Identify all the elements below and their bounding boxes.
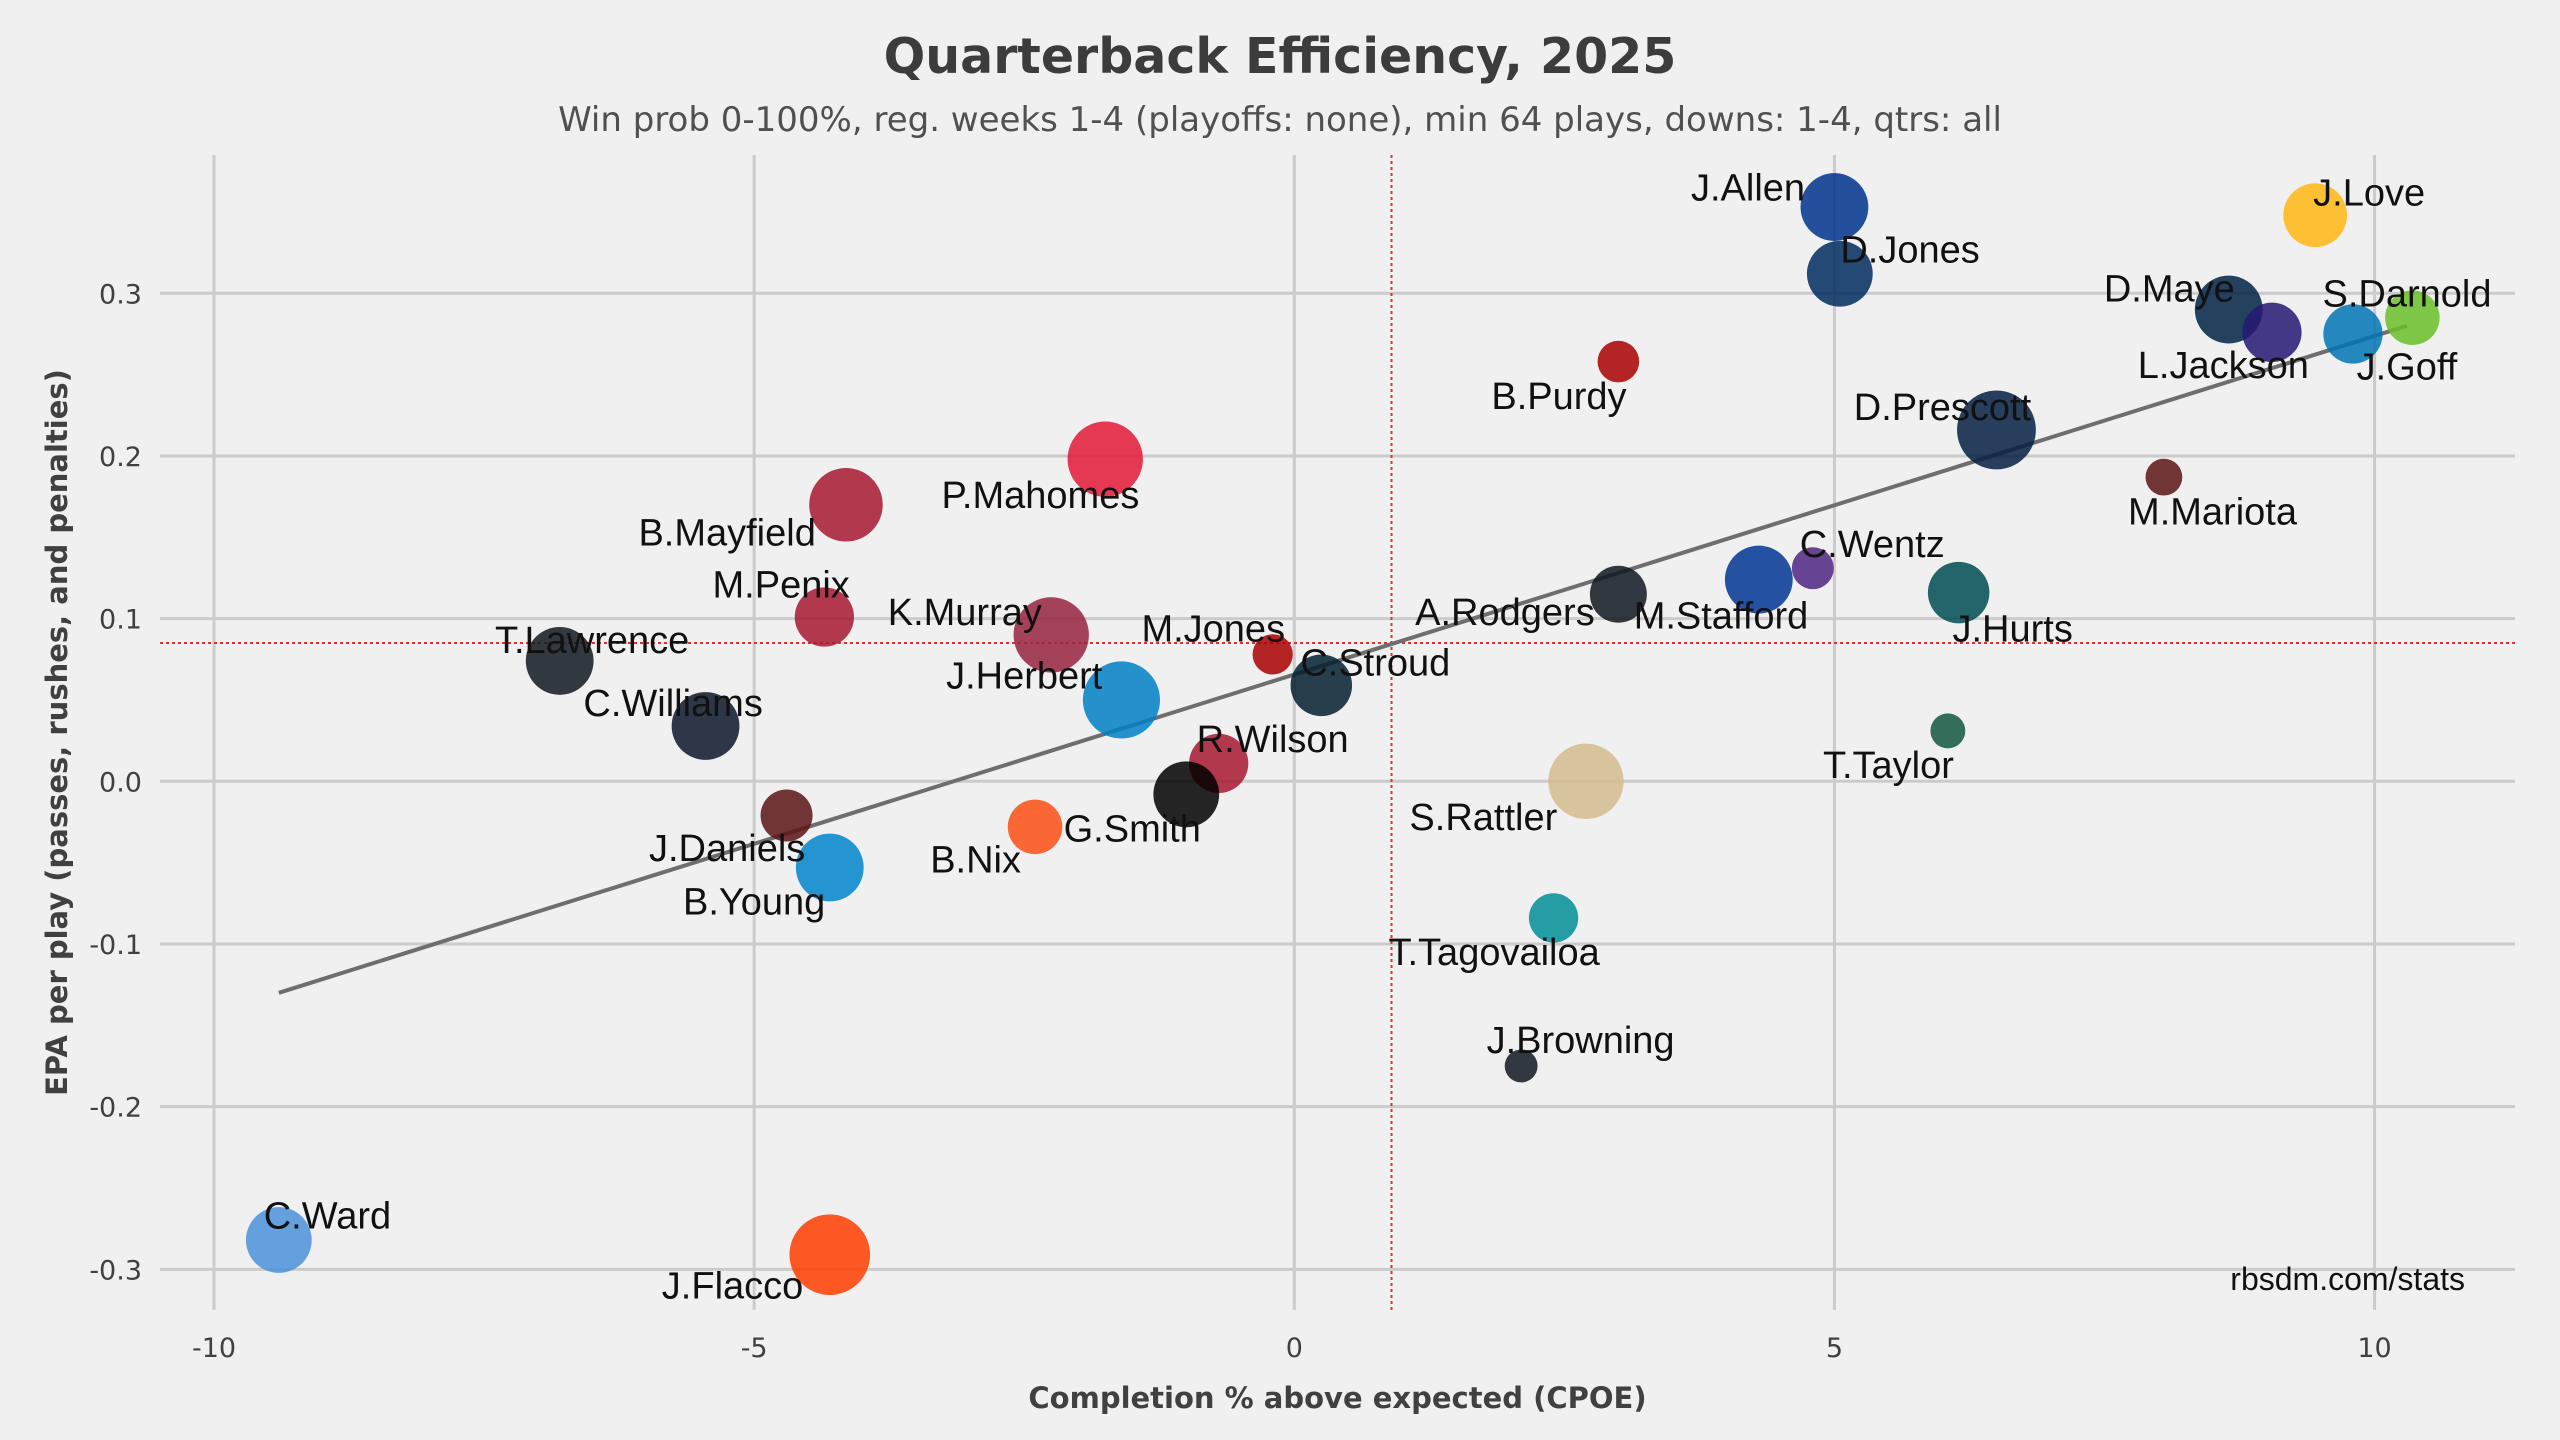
qb-label: B.Nix [930, 839, 1021, 881]
chart-subtitle: Win prob 0-100%, reg. weeks 1-4 (playoff… [558, 100, 2002, 140]
y-tick-label: 0.3 [99, 279, 142, 310]
qb-label: K.Murray [888, 592, 1042, 634]
y-tick-label: -0.1 [89, 930, 142, 961]
qb-point [671, 692, 740, 760]
qb-point [795, 833, 864, 902]
data-points [245, 173, 2440, 1295]
point-labels: J.Allen J.Love D.Jones D.Maye S.Darnold L.Jac… [264, 168, 2492, 1308]
qb-label: C.Wentz [1800, 524, 1945, 566]
qb-point [2145, 458, 2183, 496]
qb-label: J.Browning [1487, 1020, 1675, 1062]
chart-title: Quarterback Efficiency, 2025 [883, 28, 1677, 85]
x-tick-label: 0 [1286, 1333, 1303, 1364]
qb-point [1927, 561, 1990, 624]
qb-label: T.Tagovailoa [1389, 932, 1601, 974]
qb-point [794, 587, 855, 647]
y-tick-label: -0.3 [89, 1255, 142, 1286]
qb-point [1082, 661, 1161, 739]
qb-label: R.Wilson [1197, 719, 1349, 761]
qb-label: B.Young [683, 882, 825, 924]
qb-point [760, 789, 813, 842]
qb-point [1528, 893, 1579, 943]
qb-label: D.Prescott [1854, 387, 2032, 429]
qb-point [1013, 597, 1089, 673]
qb-point [1252, 634, 1293, 675]
qb-label: C.Stroud [1300, 643, 1450, 685]
qb-label: S.Rattler [1409, 797, 1557, 839]
qb-point [1957, 390, 2036, 470]
y-tick-label: 0.2 [99, 442, 142, 473]
qb-point [1806, 240, 1873, 307]
qb-label: S.Darnold [2322, 273, 2491, 315]
qb-label: D.Maye [2104, 268, 2235, 310]
x-tick-label: 5 [1826, 1333, 1843, 1364]
qb-point [2385, 290, 2440, 345]
qb-point [245, 1207, 312, 1273]
qb-point [1724, 545, 1793, 614]
qb-label: A.Rodgers [1415, 592, 1595, 634]
qb-point [1290, 654, 1353, 717]
x-tick-label: -5 [741, 1333, 768, 1364]
qb-point [1504, 1049, 1538, 1083]
qb-label: M.Jones [1141, 608, 1285, 650]
y-tick-label: -0.2 [89, 1093, 142, 1124]
qb-point [2323, 304, 2383, 364]
qb-point [1007, 799, 1063, 855]
qb-label: J.Allen [1691, 168, 1805, 210]
qb-label: T.Lawrence [495, 620, 689, 662]
x-axis-label: Completion % above expected (CPOE) [1028, 1381, 1646, 1415]
y-tick-label: 0.1 [99, 605, 142, 636]
qb-point [1800, 173, 1869, 241]
qb-label: M.Stafford [1634, 595, 1809, 637]
qb-point [1153, 761, 1220, 828]
y-axis-label: EPA per play (passes, rushes, and penalt… [40, 369, 74, 1096]
axis-ticks: -10 -5 0 5 10 -0.3 -0.2 -0.1 0.0 0.1 0.2 0.3 [89, 279, 2391, 1364]
qb-point [1589, 565, 1647, 623]
qb-label: J.Love [2313, 172, 2425, 214]
qb-point [1597, 340, 1640, 383]
qb-label: J.Flacco [662, 1266, 803, 1308]
qb-point [2242, 302, 2302, 362]
qb-label: C.Ward [264, 1196, 391, 1238]
qb-label: D.Jones [1840, 229, 1979, 271]
qb-label: J.Daniels [649, 828, 805, 870]
qb-label: M.Penix [713, 564, 850, 606]
qb-point [1548, 743, 1624, 819]
x-tick-label: 10 [2357, 1333, 2391, 1364]
trend-line [278, 323, 2408, 995]
qb-label: T.Taylor [1823, 745, 1954, 787]
qb-label: M.Mariota [2128, 491, 2298, 533]
qb-point [1067, 421, 1143, 497]
source-credit: rbsdm.com/stats [2230, 1261, 2465, 1297]
qb-point [1930, 713, 1966, 749]
qb-label: J.Herbert [946, 656, 1103, 698]
qb-label: J.Hurts [1952, 608, 2072, 650]
qb-point [1791, 547, 1834, 590]
qb-point [2283, 183, 2347, 248]
qb-label: L.Jackson [2138, 345, 2309, 387]
x-tick-label: -10 [192, 1333, 236, 1364]
qb-label: C.Williams [583, 683, 762, 725]
qb-label: P.Mahomes [941, 475, 1139, 517]
qb-label: G.Smith [1064, 808, 1201, 850]
qb-point [809, 467, 883, 542]
qb-label: J.Goff [2357, 346, 2458, 388]
qb-label: B.Mayfield [638, 512, 815, 554]
y-tick-label: 0.0 [99, 767, 142, 798]
qb-point [525, 627, 594, 695]
qb-point [789, 1214, 871, 1295]
qb-label: B.Purdy [1491, 376, 1626, 418]
